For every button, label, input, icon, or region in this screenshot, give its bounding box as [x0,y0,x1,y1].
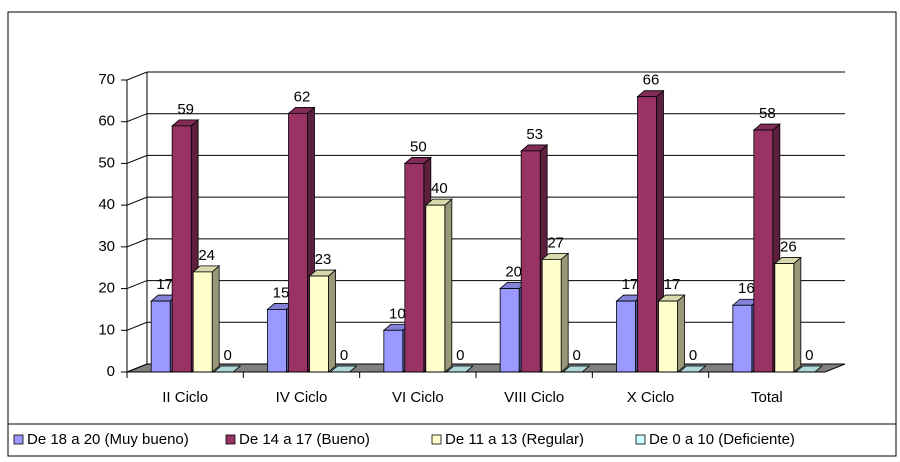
data-label: 17 [664,276,681,293]
legend-swatch [13,434,24,445]
data-label: 59 [177,101,194,118]
grid-line [126,280,845,290]
x-tick-label: Total [751,389,783,406]
data-label: 0 [572,347,580,364]
bar-side [444,198,453,373]
bar [404,163,425,373]
bar [383,329,404,373]
bar [267,309,287,373]
x-tick-label: II Ciclo [162,389,208,406]
data-label: 17 [156,276,173,293]
data-label: 0 [456,347,464,364]
legend-label: De 18 a 20 (Muy bueno) [27,431,189,448]
grid-line [126,321,845,331]
bar-side [560,252,569,373]
y-tick-label: 70 [98,71,115,88]
data-label: 0 [340,347,348,364]
y-tick-label: 40 [98,196,115,213]
bar [520,150,541,373]
bar-side [793,256,802,373]
bar [753,129,774,373]
y-tick-label: 60 [98,113,115,130]
data-label: 26 [780,239,797,256]
data-label: 53 [526,126,543,143]
data-label: 50 [410,138,427,155]
bar [637,96,657,373]
bar [658,300,678,373]
data-label: 62 [294,88,311,105]
data-label: 23 [315,251,332,268]
legend-label: De 14 a 17 (Bueno) [239,431,370,448]
bar [309,275,329,373]
data-label: 24 [198,247,215,264]
y-tick-label: 20 [98,280,115,297]
data-label: 66 [643,72,660,89]
legend-swatch [225,434,236,445]
data-label: 17 [622,276,639,293]
data-label: 0 [689,347,697,364]
x-tick-label: VIII Ciclo [504,389,564,406]
data-label: 15 [273,284,290,301]
grid-line [126,196,845,206]
data-label: 10 [389,305,406,322]
grid-line [126,154,845,164]
data-label: 0 [805,347,813,364]
bar [425,204,446,373]
bar [192,271,213,373]
bar-side [211,265,220,373]
bar-side [328,269,336,373]
legend-swatch [635,434,646,445]
legend-label: De 11 a 13 (Regular) [445,431,584,448]
data-label: 0 [223,347,231,364]
bar [171,125,192,373]
bar [732,304,753,373]
bar [774,263,795,373]
y-tick-label: 10 [98,321,115,338]
bar [288,112,308,373]
y-tick-label: 0 [107,363,115,380]
legend-label: De 0 a 10 (Deficiente) [649,431,795,448]
bar [499,288,520,373]
grid-line [126,238,845,248]
x-tick-label: IV Ciclo [276,389,328,406]
bar [541,258,562,373]
legend-swatch [431,434,442,445]
grid-line [126,113,845,123]
x-tick-label: X Ciclo [627,389,675,406]
y-tick-label: 50 [98,154,115,171]
bar [150,300,171,373]
grid-line [126,363,845,373]
data-label: 20 [505,264,522,281]
bar [616,300,636,373]
data-label: 16 [738,280,755,297]
data-label: 27 [547,234,564,251]
y-tick-label: 30 [98,238,115,255]
data-label: 58 [759,105,776,122]
data-label: 40 [431,180,448,197]
grid-line [126,71,845,81]
x-tick-label: VI Ciclo [392,389,444,406]
bar-side [677,294,685,373]
